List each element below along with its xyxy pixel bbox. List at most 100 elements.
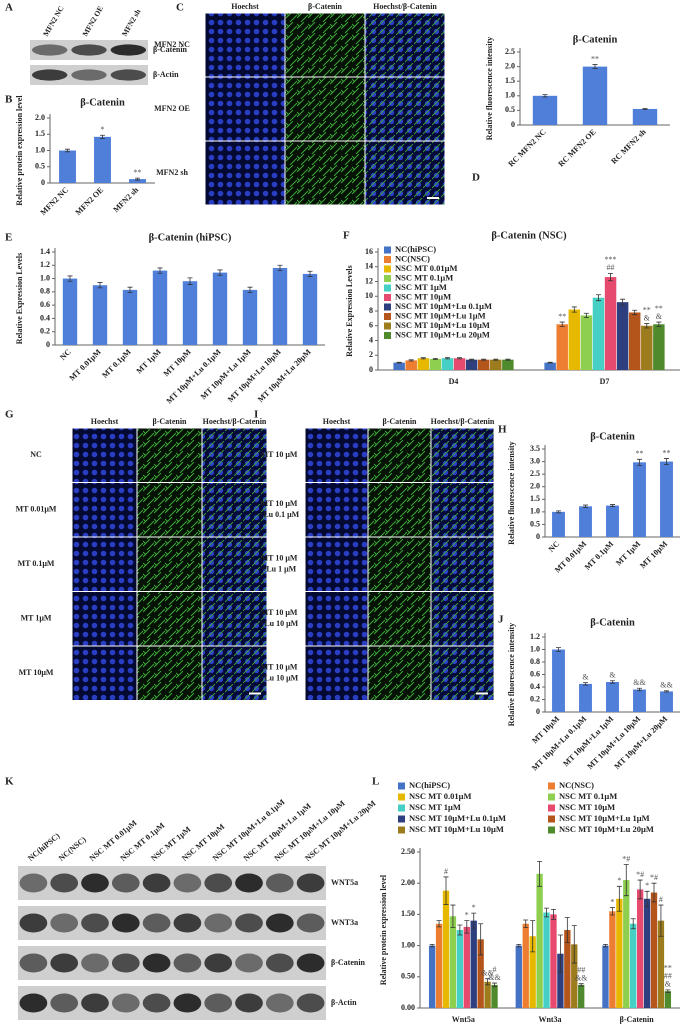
bar [465, 359, 478, 370]
blot-band [173, 953, 202, 973]
legend-label: NSC MT 10μM+Lu 20μM [395, 329, 490, 339]
blot-band [111, 913, 140, 933]
significance-mark: ** [663, 448, 671, 457]
error-bar [658, 904, 664, 937]
blot-band [19, 993, 48, 1013]
error-bar [469, 358, 475, 361]
y-tick-label: 1.5 [530, 494, 540, 503]
significance-mark: && [575, 973, 588, 982]
micrograph [202, 592, 267, 646]
bar [552, 511, 565, 537]
y-tick-label: 0 [41, 178, 45, 187]
bar [606, 505, 619, 537]
bar [536, 873, 543, 1008]
error-bar [637, 458, 642, 466]
bar [529, 936, 536, 1008]
error-bar [664, 690, 669, 693]
bar [580, 315, 593, 370]
error-bar [67, 275, 73, 282]
micrograph [285, 77, 365, 141]
y-tick-label: 8 [369, 306, 373, 315]
bar [606, 682, 619, 712]
row-label: MT 0.01μM [16, 505, 57, 514]
legend-label: NSC MT 10μM+Lu 20μM [559, 824, 654, 834]
y-tick-label: 2.0 [35, 113, 45, 122]
column-header: β-Catenin [153, 417, 188, 426]
bar [643, 898, 651, 1008]
legend-label: NSC MT 10μM+Lu 1μM [559, 813, 650, 823]
bar [602, 945, 609, 1008]
legend-label: NSC MT 10μM+Lu 10μM [395, 320, 490, 330]
micrograph [137, 483, 202, 537]
bar [633, 462, 646, 537]
y-axis-label: Relative Expression Levels [15, 253, 24, 344]
row-label: +Lu 0.1 μM [259, 510, 300, 519]
bar [442, 890, 450, 1008]
bar [660, 461, 673, 537]
legend-swatch [398, 793, 405, 801]
significance-mark: # [659, 895, 663, 904]
error-bar [187, 277, 193, 285]
significance-mark: ** [591, 54, 599, 63]
x-tick-label: D4 [449, 377, 459, 386]
bar [660, 691, 673, 712]
error-bar [559, 321, 565, 327]
error-bar [609, 907, 615, 916]
significance-mark: ## [577, 965, 585, 974]
legend-swatch [548, 782, 555, 790]
y-tick-label: 0.5 [505, 105, 515, 114]
bar [568, 309, 581, 370]
blot-band [50, 873, 79, 893]
significance-mark: # [444, 867, 448, 876]
error-bar [485, 978, 491, 986]
bar [272, 267, 288, 345]
legend-swatch [398, 815, 405, 823]
y-tick-label: 0 [369, 365, 373, 374]
significance-mark: ## [664, 972, 672, 981]
significance-mark: *** [605, 255, 617, 264]
y-tick-label: 0 [511, 120, 515, 129]
y-tick-label: 0.4 [530, 682, 540, 691]
micrograph [202, 646, 267, 700]
significance-mark: && [481, 969, 494, 978]
row-label: MFN2 NC [154, 40, 190, 49]
error-bar [432, 357, 438, 360]
chart-title: β-Catenin [590, 431, 635, 442]
y-tick-label: 0.00 [401, 1003, 415, 1012]
column-header: Hoechst [323, 417, 351, 426]
bar [532, 95, 558, 125]
blot-band [19, 953, 48, 973]
micrograph [137, 592, 202, 646]
legend-label: NC(hiPSC) [409, 780, 450, 790]
bar [616, 898, 623, 1008]
error-bar [457, 357, 463, 360]
bar [405, 360, 417, 370]
bar [630, 923, 637, 1008]
y-tick-label: 3.5 [530, 444, 540, 453]
y-axis-label: Relative Expression Levels [345, 265, 354, 356]
bar [571, 944, 578, 1008]
column-header: Hoechst/β-Catenin [373, 2, 437, 11]
micrograph [365, 13, 445, 77]
row-label: MT 10 μM [261, 450, 298, 459]
legend-swatch [384, 284, 391, 292]
y-tick-label: 1.00 [401, 940, 415, 949]
error-bar [608, 272, 614, 282]
band-label: β-Catenin [153, 45, 188, 54]
error-bar [542, 94, 548, 98]
bar [623, 880, 630, 1008]
y-tick-label: 2.5 [530, 469, 540, 478]
blot-band [50, 953, 79, 973]
legend-swatch [384, 303, 391, 311]
error-bar [492, 982, 498, 988]
row-label: MT 10μM [19, 668, 54, 677]
legend-label: NSC MT 0.1μM [559, 791, 617, 801]
micrograph [72, 483, 137, 537]
micrograph [202, 483, 267, 537]
error-bar [602, 943, 608, 948]
x-tick-label: β-Catenin [620, 1015, 655, 1024]
error-bar [550, 909, 556, 920]
bar [578, 984, 585, 1008]
column-header: β-Catenin [308, 2, 343, 11]
